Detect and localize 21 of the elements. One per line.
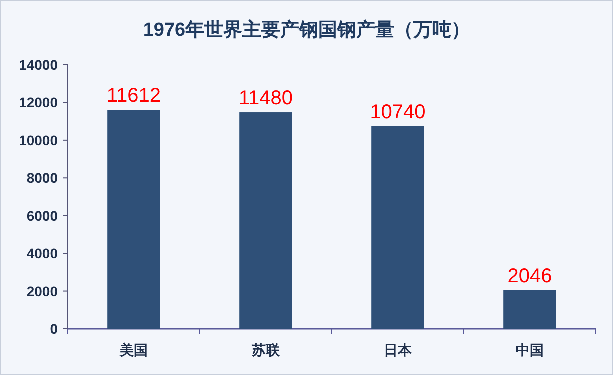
bar [108,110,160,329]
y-tick-label: 0 [50,321,58,337]
y-tick-label: 12000 [19,94,58,111]
bar [372,126,424,329]
x-tick-label: 苏联 [251,342,281,358]
bar [504,290,556,329]
y-tick-label: 4000 [26,246,58,262]
data-label: 10740 [370,101,426,124]
y-tick-label: 2000 [26,283,58,300]
chart-title: 1976年世界主要产钢国钢产量（万吨） [143,19,471,41]
x-tick-label: 美国 [119,342,148,358]
data-label: 2046 [508,265,552,288]
data-label: 11480 [238,88,294,110]
y-tick-label: 14000 [19,57,58,73]
bar [240,112,292,329]
y-tick-label: 6000 [26,208,58,224]
x-tick-label: 日本 [384,342,413,358]
y-tick-label: 8000 [26,170,58,186]
x-tick-label: 中国 [516,342,544,358]
y-tick-label: 10000 [19,132,58,148]
data-label: 11612 [106,85,162,108]
